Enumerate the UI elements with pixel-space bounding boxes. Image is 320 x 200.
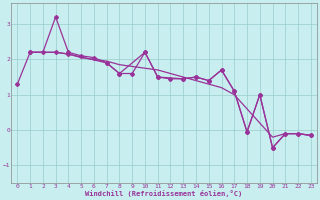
X-axis label: Windchill (Refroidissement éolien,°C): Windchill (Refroidissement éolien,°C) — [85, 190, 243, 197]
